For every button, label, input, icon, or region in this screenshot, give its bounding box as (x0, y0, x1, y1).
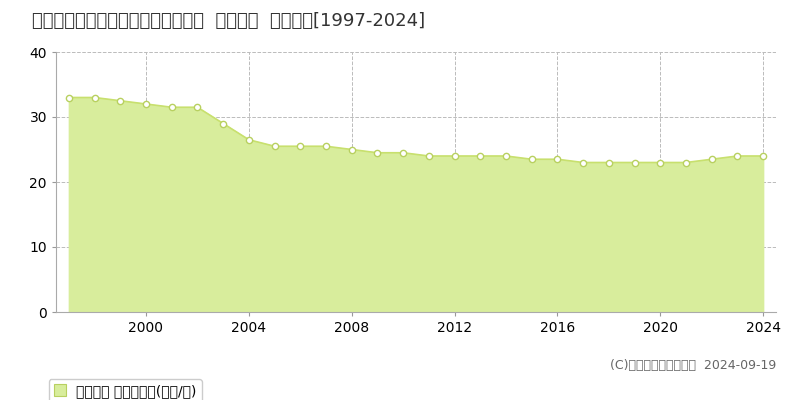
Legend: 基準地価 平均坪単価(万円/坪): 基準地価 平均坪単価(万円/坪) (49, 379, 202, 400)
Text: (C)土地価格ドットコム  2024-09-19: (C)土地価格ドットコム 2024-09-19 (610, 359, 776, 372)
Text: 愛知県豊川市白鳥町下郷中６７番５  基準地価  地価推移[1997-2024]: 愛知県豊川市白鳥町下郷中６７番５ 基準地価 地価推移[1997-2024] (32, 12, 425, 30)
